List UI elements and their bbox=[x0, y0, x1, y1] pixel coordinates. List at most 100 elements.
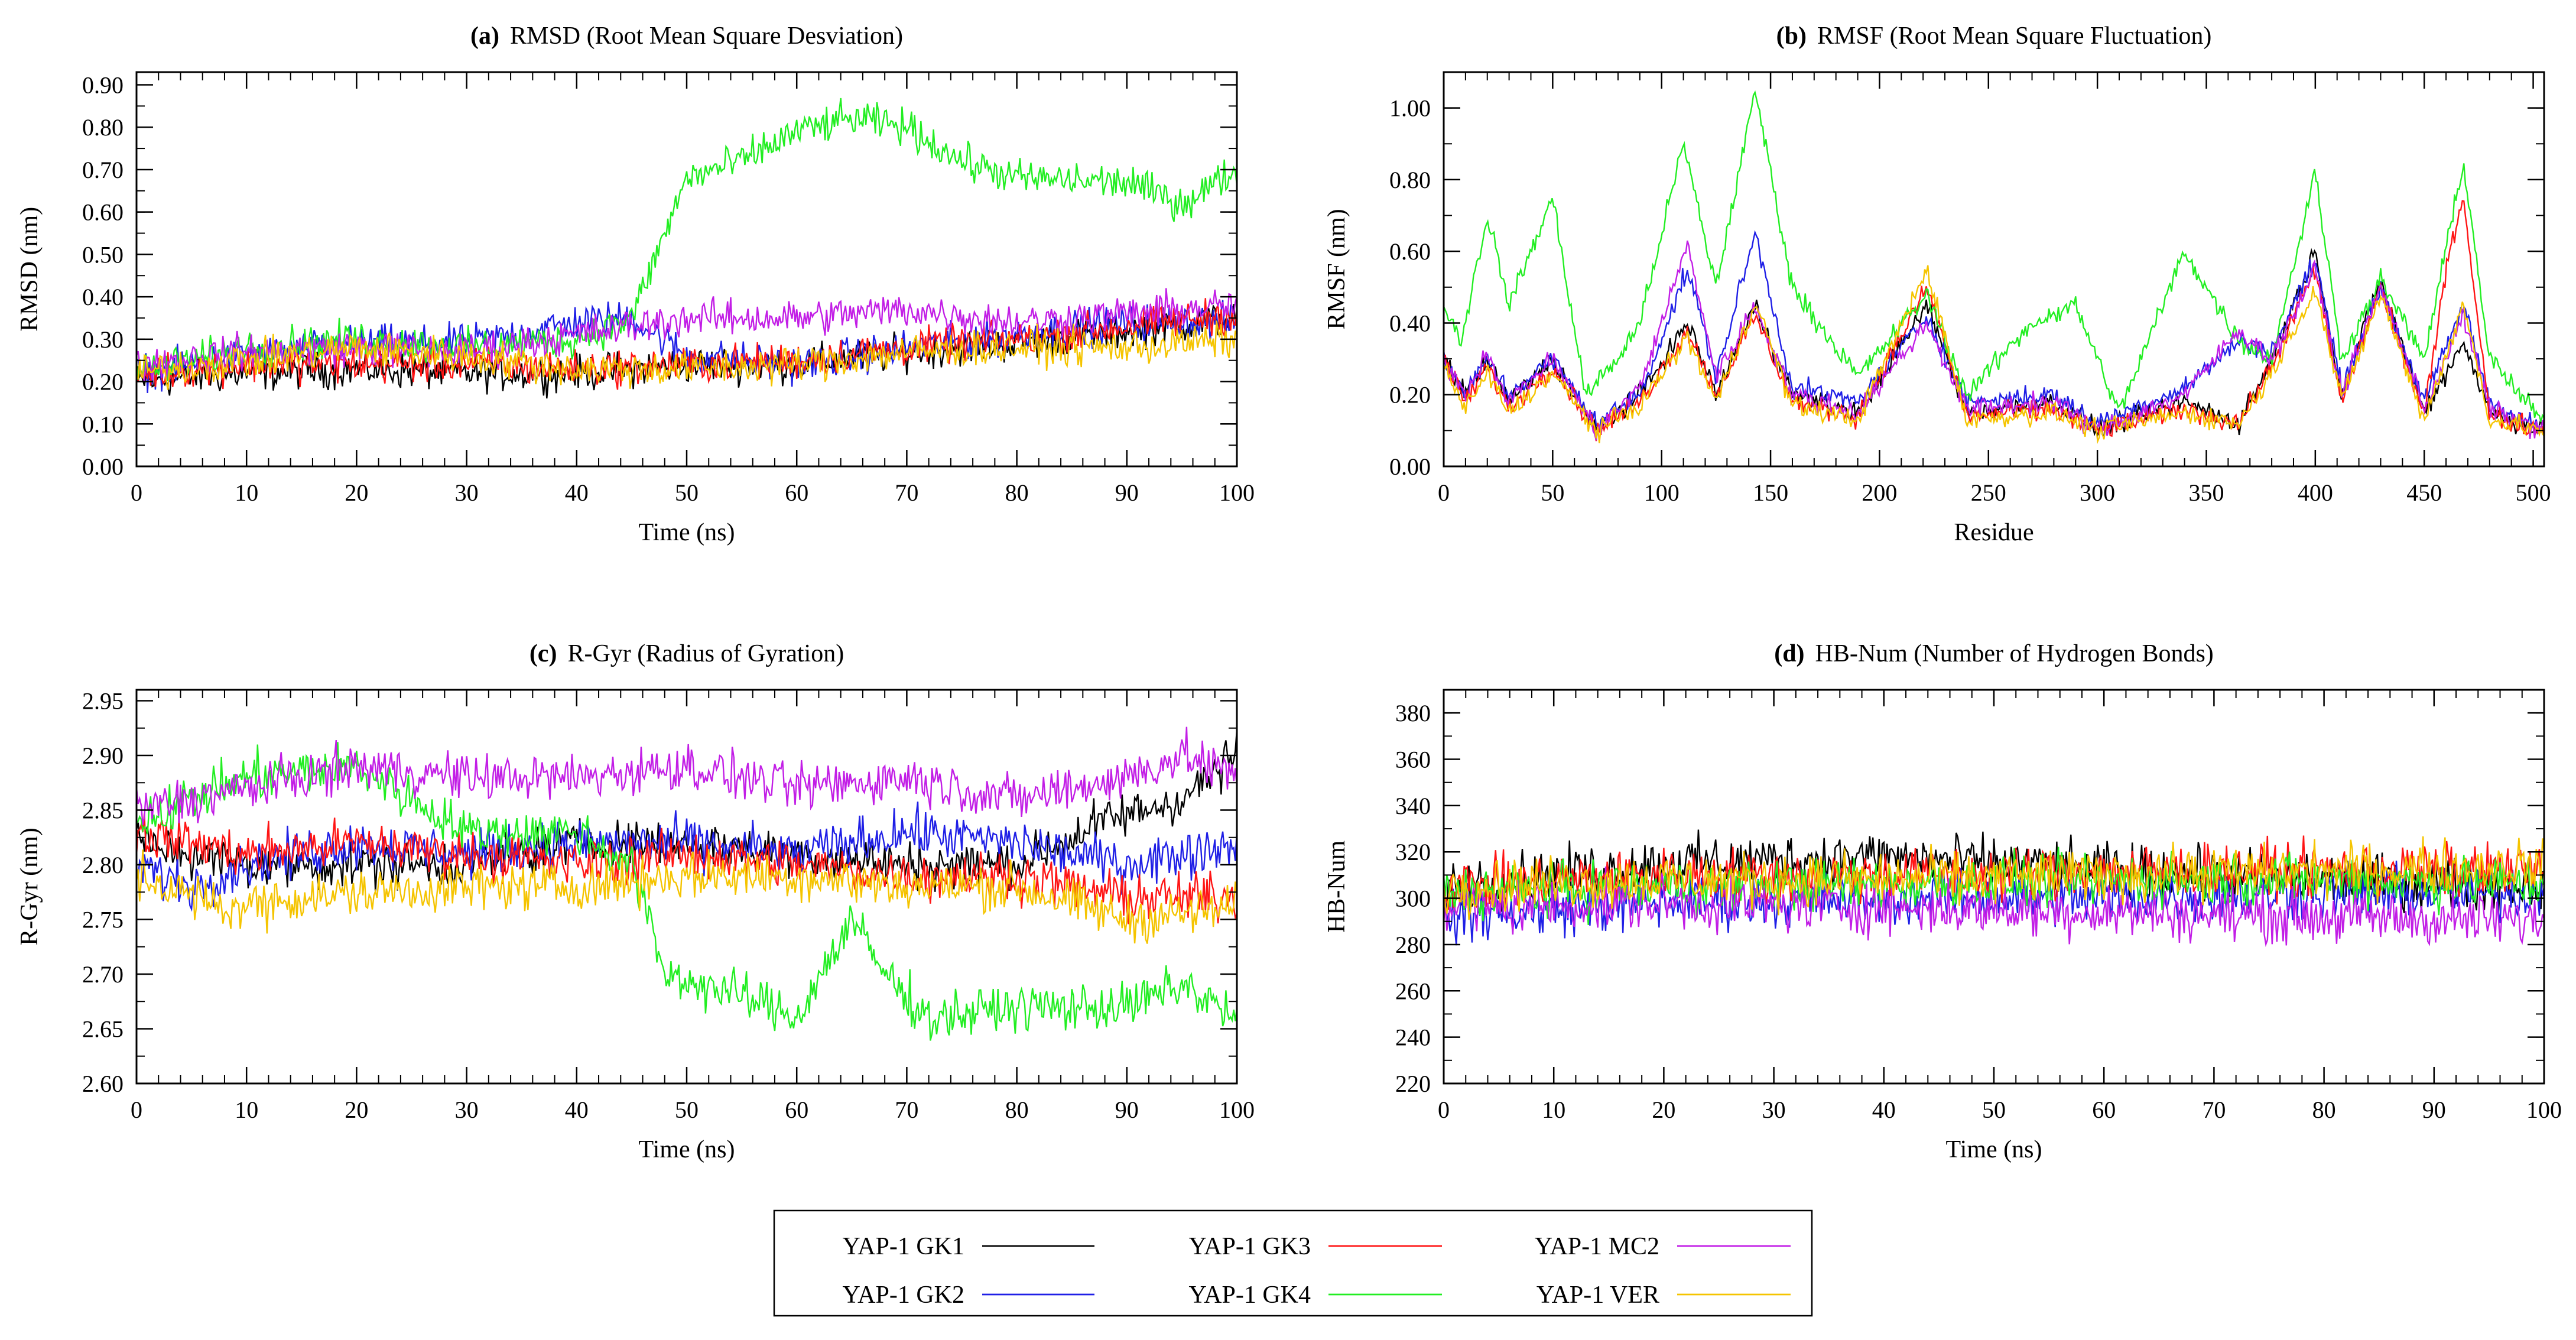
plot-frame bbox=[135, 689, 1238, 1085]
x-tick-label: 100 bbox=[1219, 479, 1255, 506]
y-tick-label: 0.40 bbox=[1389, 310, 1431, 336]
y-tick-label: 0.60 bbox=[1389, 238, 1431, 265]
series-line-yap-1-gk3 bbox=[137, 298, 1237, 390]
y-tick-label: 2.70 bbox=[82, 961, 124, 988]
x-tick-label: 80 bbox=[1005, 479, 1029, 506]
x-axis-label: Residue bbox=[1954, 519, 2033, 546]
chart-title: (c) R-Gyr (Radius of Gyration) bbox=[530, 640, 844, 667]
x-tick-label: 90 bbox=[1115, 479, 1139, 506]
y-tick-label: 280 bbox=[1395, 932, 1431, 958]
series-line-yap-1-ver bbox=[137, 320, 1237, 390]
chart-title-tag: (d) bbox=[1774, 640, 1804, 667]
y-tick-label: 0.80 bbox=[1389, 167, 1431, 193]
panel-b: (b) RMSF (Root Mean Square Fluctuation) 0 5… bbox=[1323, 22, 2551, 546]
x-tick-label: 50 bbox=[1541, 479, 1564, 506]
x-tick-label: 60 bbox=[785, 1096, 808, 1123]
legend-label: YAP-1 GK1 bbox=[842, 1233, 964, 1260]
chart-title-text: RMSD (Root Mean Square Desviation) bbox=[510, 22, 903, 50]
series-group bbox=[137, 726, 1237, 1041]
x-tick-label: 30 bbox=[455, 479, 479, 506]
y-tick-label: 240 bbox=[1395, 1024, 1431, 1051]
y-tick-label: 2.75 bbox=[82, 907, 124, 933]
y-tick-label: 0.50 bbox=[82, 241, 124, 268]
y-tick-label: 260 bbox=[1395, 978, 1431, 1004]
y-tick-label: 0.00 bbox=[1389, 453, 1431, 480]
chart-title-tag: (c) bbox=[530, 640, 557, 667]
legend-label: YAP-1 GK2 bbox=[842, 1281, 964, 1309]
x-tick-label: 90 bbox=[1115, 1096, 1139, 1123]
series-line-yap-1-ver bbox=[137, 849, 1237, 944]
x-tick-label: 200 bbox=[1862, 479, 1897, 506]
x-tick-label: 0 bbox=[131, 479, 142, 506]
chart-title: (a) RMSD (Root Mean Square Desviation) bbox=[470, 22, 903, 50]
x-tick-label: 450 bbox=[2406, 479, 2442, 506]
chart-title-text: HB-Num (Number of Hydrogen Bonds) bbox=[1815, 640, 2214, 667]
x-tick-label: 250 bbox=[1971, 479, 2006, 506]
y-axis-label: RMSD (nm) bbox=[16, 207, 43, 332]
x-tick-label: 90 bbox=[2422, 1096, 2446, 1123]
y-tick-label: 0.40 bbox=[82, 284, 124, 310]
x-tick-label: 50 bbox=[1982, 1096, 2006, 1123]
x-tick-label: 70 bbox=[895, 479, 918, 506]
x-tick-label: 10 bbox=[235, 479, 258, 506]
chart-title: (b) RMSF (Root Mean Square Fluctuation) bbox=[1776, 22, 2212, 50]
x-tick-label: 300 bbox=[2080, 479, 2115, 506]
series-line-yap-1-ver bbox=[1444, 836, 2544, 920]
legend-label: YAP-1 MC2 bbox=[1535, 1233, 1659, 1260]
chart-title-text: R-Gyr (Radius of Gyration) bbox=[567, 640, 844, 667]
x-tick-label: 100 bbox=[1219, 1096, 1255, 1123]
y-tick-label: 0.10 bbox=[82, 411, 124, 437]
x-tick-label: 40 bbox=[565, 1096, 589, 1123]
series-line-yap-1-mc2 bbox=[137, 726, 1237, 825]
legend: YAP-1 GK1 YAP-1 GK2 YAP-1 GK3 YAP-1 GK4 YAP-… bbox=[773, 1209, 1813, 1317]
x-tick-label: 0 bbox=[1438, 1096, 1450, 1123]
x-tick-label: 20 bbox=[345, 1096, 368, 1123]
y-tick-label: 380 bbox=[1395, 700, 1431, 726]
x-tick-label: 30 bbox=[1762, 1096, 1786, 1123]
chart-title-text: RMSF (Root Mean Square Fluctuation) bbox=[1817, 22, 2211, 50]
chart-title-tag: (b) bbox=[1776, 22, 1807, 50]
x-axis-label: Time (ns) bbox=[639, 1136, 735, 1163]
x-tick-label: 400 bbox=[2298, 479, 2333, 506]
series-group bbox=[1444, 90, 2544, 444]
series-line-yap-1-ver bbox=[1444, 265, 2544, 444]
x-tick-label: 50 bbox=[675, 1096, 699, 1123]
y-tick-label: 0.00 bbox=[82, 453, 124, 480]
y-tick-label: 0.30 bbox=[82, 326, 124, 353]
x-tick-label: 80 bbox=[2312, 1096, 2336, 1123]
y-tick-label: 0.70 bbox=[82, 157, 124, 183]
x-tick-label: 0 bbox=[1438, 479, 1450, 506]
plot-frame bbox=[135, 71, 1238, 468]
y-tick-label: 0.20 bbox=[82, 369, 124, 395]
x-tick-label: 0 bbox=[131, 1096, 142, 1123]
legend-label: YAP-1 GK3 bbox=[1188, 1233, 1311, 1260]
y-tick-label: 0.80 bbox=[82, 114, 124, 141]
x-tick-label: 20 bbox=[345, 479, 368, 506]
panel-a: (a) RMSD (Root Mean Square Desviation) 0 10… bbox=[16, 22, 1255, 546]
chart-title-tag: (a) bbox=[470, 22, 499, 50]
y-tick-label: 360 bbox=[1395, 747, 1431, 773]
plot-frame bbox=[1443, 71, 2545, 468]
x-tick-label: 100 bbox=[1644, 479, 1680, 506]
legend-label: YAP-1 VER bbox=[1536, 1281, 1659, 1309]
x-tick-label: 50 bbox=[675, 479, 699, 506]
x-tick-label: 500 bbox=[2516, 479, 2551, 506]
series-group bbox=[1444, 829, 2544, 948]
chart-title: (d) HB-Num (Number of Hydrogen Bonds) bbox=[1774, 640, 2214, 667]
y-tick-label: 300 bbox=[1395, 885, 1431, 912]
x-tick-label: 80 bbox=[1005, 1096, 1029, 1123]
x-axis-label: Time (ns) bbox=[1946, 1136, 2042, 1163]
x-tick-label: 40 bbox=[565, 479, 589, 506]
x-tick-label: 10 bbox=[1542, 1096, 1565, 1123]
series-group bbox=[137, 98, 1237, 399]
series-line-yap-1-gk2 bbox=[137, 802, 1237, 912]
panel-c: (c) R-Gyr (Radius of Gyration) 0 10 20 30 40 50… bbox=[16, 640, 1255, 1163]
y-tick-label: 2.60 bbox=[82, 1070, 124, 1097]
series-line-yap-1-gk4 bbox=[1444, 90, 2544, 423]
series-line-yap-1-gk4 bbox=[137, 742, 1237, 1041]
series-line-yap-1-gk4 bbox=[137, 98, 1237, 382]
x-tick-label: 40 bbox=[1872, 1096, 1896, 1123]
x-tick-label: 60 bbox=[2092, 1096, 2116, 1123]
series-line-yap-1-gk3 bbox=[1444, 200, 2544, 442]
